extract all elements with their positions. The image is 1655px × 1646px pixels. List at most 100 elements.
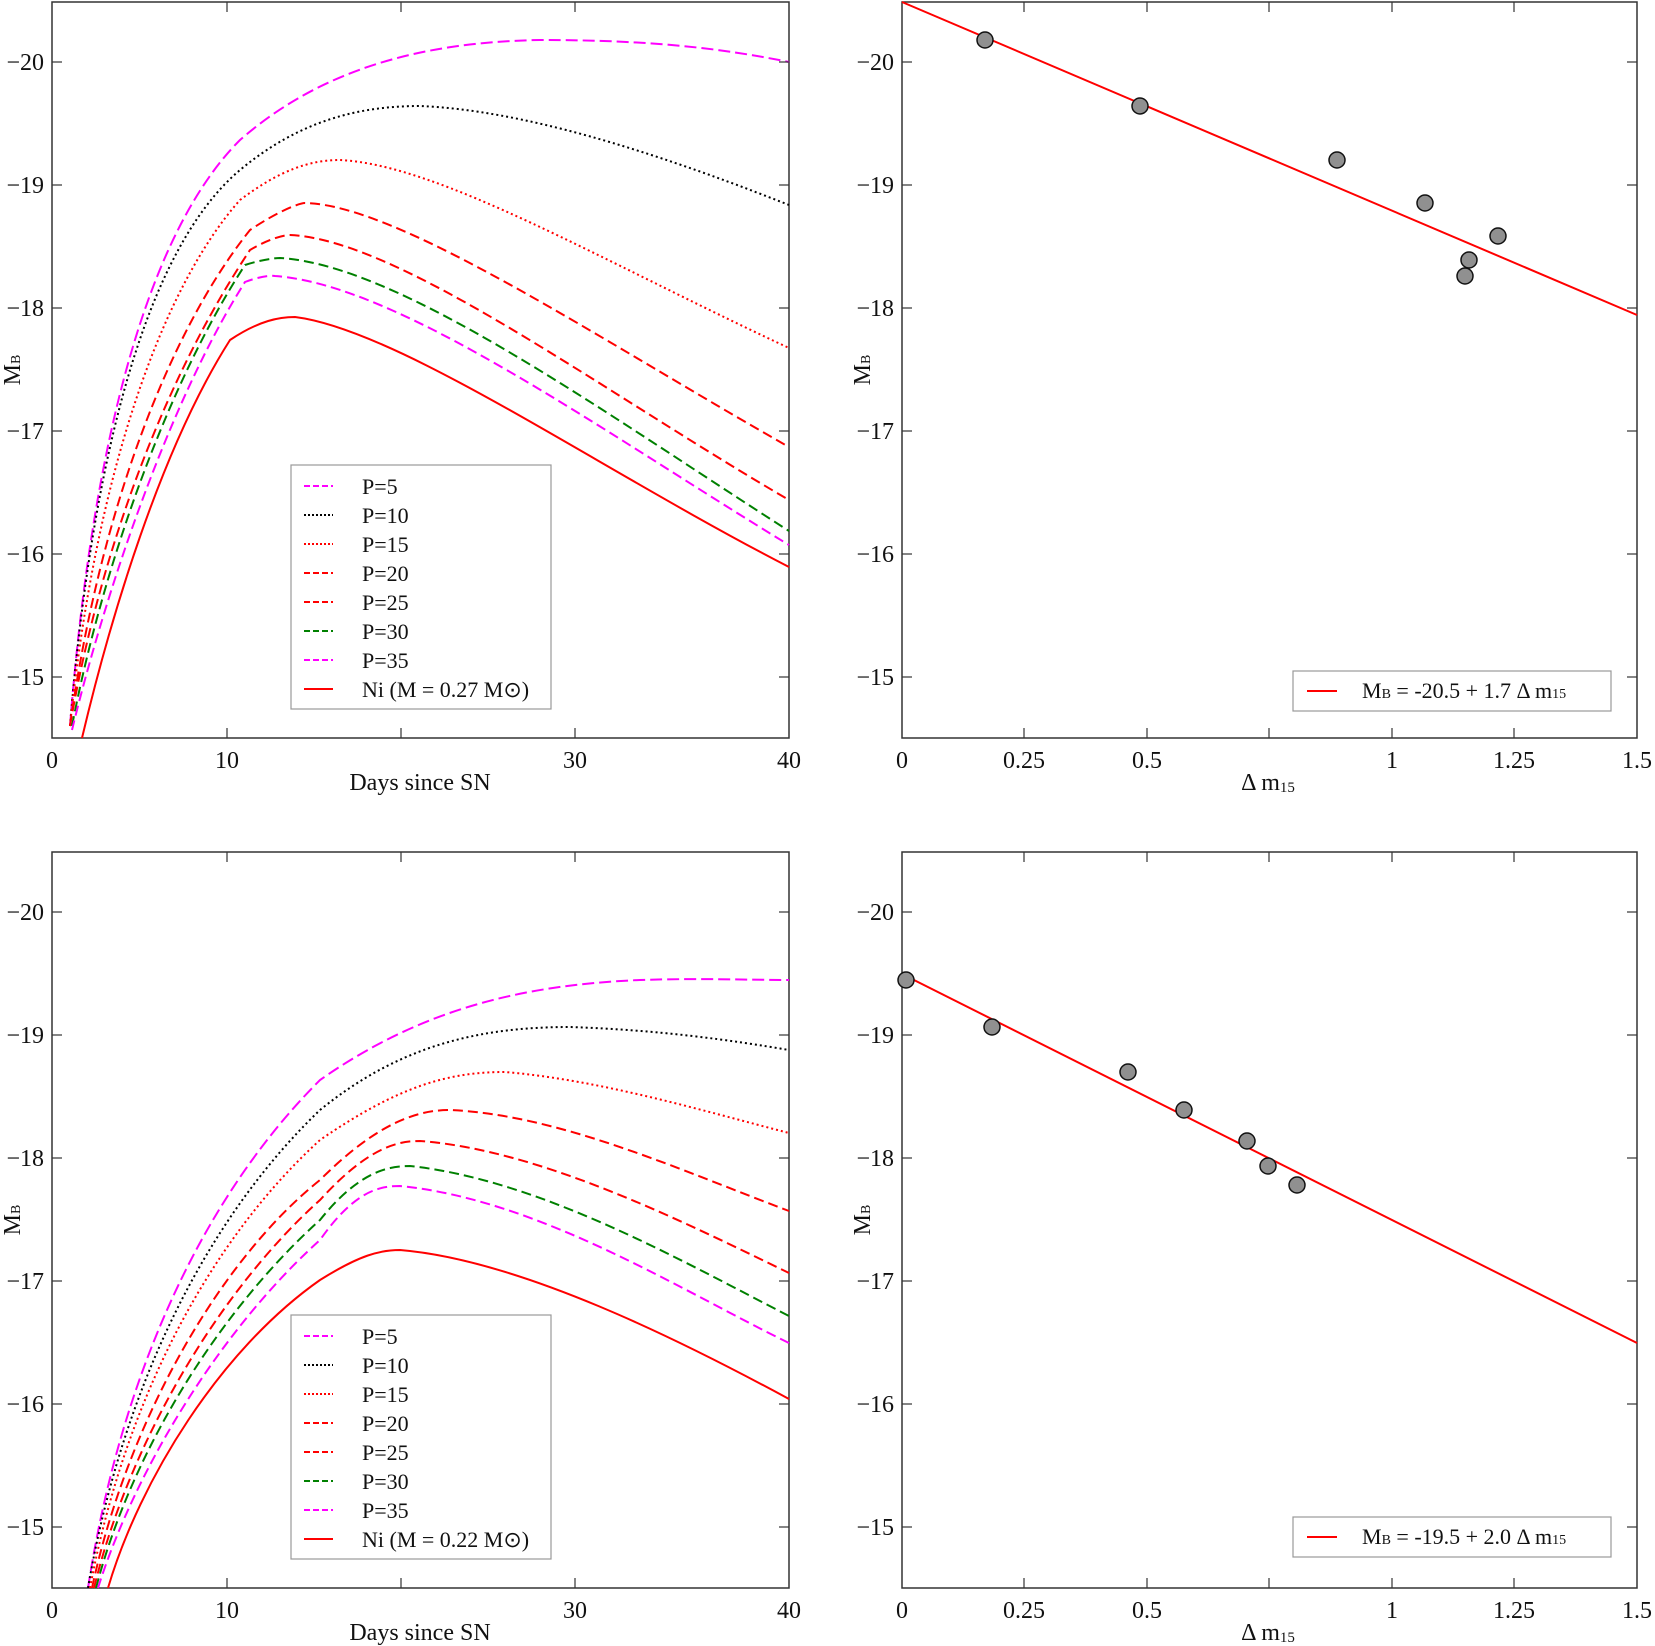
y-axis [902,61,1637,678]
x-tick-label: 10 [215,1598,239,1624]
x-tick-label: 30 [563,1598,587,1624]
panel-bottom-right: −20 −19 −18 −17 −16 −15 0 0.25 0.5 1 1.2… [850,851,1652,1646]
y-tick-label: −17 [856,419,894,445]
x-axis [226,852,576,1588]
y-tick-label: −16 [6,1392,44,1418]
legend: P=5 P=10 P=15 P=20 P=25 P=30 P=35 Ni (M … [290,464,552,710]
y-tick-label: −15 [856,1515,894,1541]
y-tick-label: −19 [6,1023,44,1049]
y-axis [902,911,1637,1528]
data-points [976,31,1507,285]
panel-top-right: −20 −19 −18 −17 −16 −15 0 0.25 0.5 1 1.2… [850,1,1652,796]
legend-item: Ni (M = 0.22 M⊙) [362,1527,529,1552]
legend-item: P=35 [362,1498,409,1523]
y-tick-label: −15 [856,665,894,691]
y-tick-label: −20 [856,50,894,76]
x-tick-label: 1.25 [1493,1598,1535,1624]
legend-item: P=15 [362,1382,409,1407]
legend: MB = -19.5 + 2.0 Δ m15 [1292,1516,1612,1558]
legend-item: P=10 [362,1353,409,1378]
curve-p35 [71,274,790,731]
y-axis [52,911,789,1528]
y-axis-label: MB [0,355,26,386]
panel-bottom-left: −20 −19 −18 −17 −16 −15 0 10 30 40 Days … [0,851,801,1646]
x-tick-label: 0.5 [1132,1598,1162,1624]
y-tick-label: −15 [6,665,44,691]
x-axis [1023,2,1515,738]
x-tick-label: 40 [777,748,801,774]
x-tick-label: 1.25 [1493,748,1535,774]
legend-item: P=5 [362,1324,398,1349]
y-tick-label: −18 [6,1146,44,1172]
y-tick-label: −17 [6,419,44,445]
y-tick-label: −20 [6,50,44,76]
curve-p30 [95,1164,790,1589]
y-tick-label: −16 [856,542,894,568]
y-axis-label: MB [0,1205,26,1236]
fit-line [901,1,1638,316]
x-axis-label: Days since SN [349,770,490,796]
x-axis-label: Days since SN [349,1620,490,1646]
curve-p15 [69,158,790,727]
curve-ni [81,315,790,739]
x-tick-label: 0 [46,748,58,774]
legend-item: P=10 [362,503,409,528]
legend-item: P=5 [362,474,398,499]
curves [87,978,790,1589]
legend-item: P=25 [362,590,409,615]
x-tick-label: 1.5 [1622,748,1652,774]
legend-item: MB = -20.5 + 1.7 Δ m15 [1362,678,1566,703]
legend-item: P=20 [362,1411,409,1436]
curve-p10 [69,104,790,727]
legend-item: P=30 [362,1469,409,1494]
plot-frame [901,1,1638,739]
curve-p5 [87,978,790,1589]
y-axis-label: MB [850,1205,876,1236]
curve-p10 [87,1025,790,1589]
legend: MB = -20.5 + 1.7 Δ m15 [1292,670,1612,712]
y-tick-label: −19 [856,1023,894,1049]
x-tick-label: 1 [1386,748,1398,774]
y-tick-label: −15 [6,1515,44,1541]
y-tick-label: −18 [856,1146,894,1172]
y-tick-label: −18 [6,296,44,322]
x-axis [226,2,576,738]
legend-item: P=25 [362,1440,409,1465]
curve-p20 [91,1108,790,1589]
y-tick-label: −20 [856,900,894,926]
curve-ni [107,1248,790,1589]
plot-frame [901,851,1638,1589]
x-tick-label: 10 [215,748,239,774]
curve-p30 [71,256,790,727]
curve-p35 [97,1184,790,1589]
y-tick-label: −16 [856,1392,894,1418]
x-tick-label: 0.25 [1003,1598,1045,1624]
y-tick-label: −18 [856,296,894,322]
legend-item: P=30 [362,619,409,644]
legend-item: Ni (M = 0.27 M⊙) [362,677,529,702]
x-tick-label: 1.5 [1622,1598,1652,1624]
y-axis [52,61,789,678]
x-tick-label: 0 [896,748,908,774]
panel-top-left: −20 −19 −18 −17 −16 −15 0 10 30 40 Days … [0,1,801,796]
data-points [897,971,1306,1194]
x-axis-label: Δ m15 [1241,1620,1295,1646]
x-axis [1023,852,1515,1588]
x-tick-label: 30 [563,748,587,774]
x-axis-label: Δ m15 [1241,770,1295,796]
x-tick-label: 0.5 [1132,748,1162,774]
y-tick-label: −17 [856,1269,894,1295]
legend-item: MB = -19.5 + 2.0 Δ m15 [1362,1524,1566,1549]
y-tick-label: −16 [6,542,44,568]
y-tick-label: −17 [6,1269,44,1295]
legend: P=5 P=10 P=15 P=20 P=25 P=30 P=35 Ni (M … [290,1314,552,1560]
y-tick-label: −19 [856,173,894,199]
y-tick-label: −19 [6,173,44,199]
x-tick-label: 0 [46,1598,58,1624]
y-tick-label: −20 [6,900,44,926]
y-axis-label: MB [850,355,876,386]
curve-p25 [69,233,790,727]
curve-p20 [69,201,790,727]
legend-item: P=15 [362,532,409,557]
